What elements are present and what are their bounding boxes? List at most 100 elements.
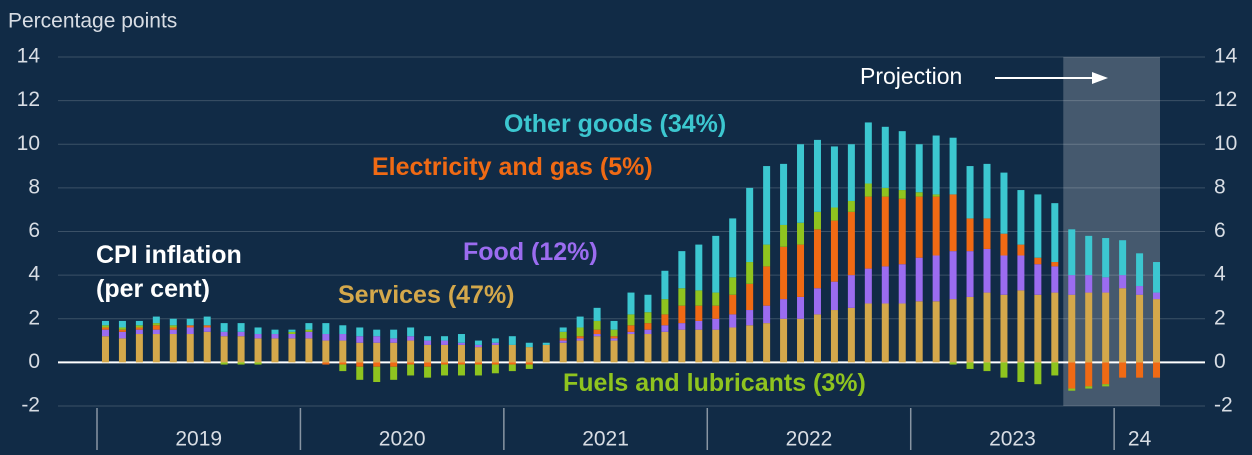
y2-tick-label: 14 (1214, 45, 1238, 68)
bar-segment (305, 338, 313, 363)
bar-segment (881, 303, 889, 363)
bar-segment (1017, 362, 1025, 383)
y2-tick-label: 2 (1214, 306, 1226, 329)
bar-segment (339, 362, 347, 365)
bar-segment (661, 331, 669, 363)
bar-segment (627, 292, 635, 315)
bar-segment (1085, 362, 1093, 387)
bar-segment (101, 327, 109, 330)
bar-segment (1119, 240, 1127, 276)
bar-segment (288, 331, 296, 335)
bar-segment (1051, 362, 1059, 376)
bar-segment (678, 288, 686, 306)
y2-tick-label: 12 (1214, 88, 1237, 111)
bar-segment (169, 329, 177, 335)
legend-label: CPI inflation (per cent) (96, 241, 242, 303)
bar-segment (525, 342, 533, 348)
bar-segment (881, 126, 889, 188)
bar-segment (847, 211, 855, 276)
bar-segment (678, 329, 686, 363)
bar-segment (135, 327, 143, 330)
bar-segment (627, 325, 635, 332)
bar-segment (390, 338, 398, 343)
bar-segment (186, 334, 194, 363)
projection-label: Projection (860, 63, 962, 89)
bar-segment (169, 325, 177, 328)
bar-segment (576, 327, 584, 337)
bar-segment (983, 218, 991, 249)
bar-segment (101, 336, 109, 363)
bar-segment (830, 220, 838, 282)
bar-segment (1102, 362, 1110, 385)
bar-segment (864, 183, 872, 197)
bar-segment (576, 338, 584, 341)
bar-segment (610, 338, 618, 341)
bar-segment (1102, 277, 1110, 293)
y-tick-label: 14 (17, 45, 41, 68)
bar-segment (797, 222, 805, 245)
bar-segment (780, 318, 788, 363)
bar-segment (1068, 229, 1076, 276)
bar-segment (559, 327, 567, 332)
projection-shade (1063, 57, 1160, 406)
bar-segment (1068, 362, 1076, 389)
bar-segment (474, 347, 482, 363)
bar-segment (525, 347, 533, 363)
bar-segment (441, 364, 449, 376)
x-group-label: 2020 (379, 428, 426, 451)
bar-segment (118, 320, 126, 328)
bar-segment (305, 323, 313, 330)
bar-segment (186, 318, 194, 326)
bar-segment (1034, 257, 1042, 265)
bar-segment (898, 131, 906, 191)
bar-segment (966, 218, 974, 252)
bar-segment (712, 318, 720, 330)
bar-segment (1085, 292, 1093, 363)
y-tick-label: 8 (28, 175, 40, 198)
bar-segment (983, 163, 991, 219)
bar-segment (1000, 294, 1008, 363)
y-tick-label: 12 (17, 88, 40, 111)
bar-segment (237, 323, 245, 332)
x-group-label: 2023 (989, 428, 1036, 451)
bar-segment (135, 334, 143, 363)
bar-segment (915, 301, 923, 363)
projection-arrowhead (1092, 72, 1108, 84)
bar-segment (661, 314, 669, 326)
bar-segment (1119, 362, 1127, 378)
bar-segment (1153, 292, 1161, 300)
bar-segment (441, 362, 449, 365)
bar-segment (424, 344, 432, 363)
bar-segment (729, 277, 737, 295)
bar-segment (203, 331, 211, 363)
bar-segment (1068, 388, 1076, 391)
bar-segment (152, 334, 160, 363)
bar-segment (797, 296, 805, 319)
bar-segment (508, 336, 516, 345)
bar-segment (1034, 362, 1042, 385)
bar-segment (830, 146, 838, 208)
bar-segment (593, 334, 601, 337)
bar-segment (441, 344, 449, 363)
bar-segment (424, 362, 432, 367)
bar-segment (712, 305, 720, 319)
bar-segment (1153, 362, 1161, 378)
bar-segment (220, 331, 228, 337)
bar-segment (322, 362, 330, 365)
y-axis-label: Percentage points (8, 10, 177, 33)
bar-segment (864, 196, 872, 269)
bar-segment (1000, 172, 1008, 234)
bar-segment (813, 139, 821, 212)
bar-segment (746, 187, 754, 263)
bar-segment (949, 299, 957, 363)
bar-segment (780, 246, 788, 300)
bar-segment (254, 327, 262, 335)
bar-segment (1034, 264, 1042, 295)
bar-segment (169, 327, 177, 330)
bar-segment (729, 327, 737, 363)
bar-segment (695, 305, 703, 321)
bar-segment (966, 251, 974, 297)
bar-segment (305, 331, 313, 339)
bar-segment (186, 325, 194, 328)
